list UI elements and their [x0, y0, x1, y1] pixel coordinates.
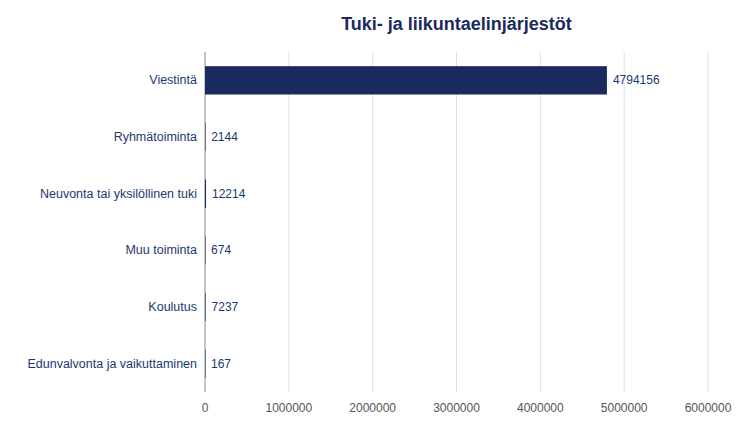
category-label: Muu toiminta — [125, 243, 197, 257]
grid — [205, 52, 708, 392]
x-tick-label: 2000000 — [349, 401, 396, 415]
data-label: 674 — [211, 243, 231, 257]
bars — [205, 66, 607, 378]
bar — [205, 66, 607, 94]
chart-container: 0 1000000 2000000 3000000 4000000 5000000 6000… — [0, 0, 750, 436]
x-tick-label: 5000000 — [601, 401, 648, 415]
grid-line — [624, 52, 625, 392]
x-axis: 0 1000000 2000000 3000000 4000000 5000000 6000… — [202, 401, 732, 415]
axis-line — [205, 52, 206, 392]
background — [0, 0, 750, 436]
grid-line — [708, 52, 709, 392]
chart: 0 1000000 2000000 3000000 4000000 5000000 6000… — [0, 0, 750, 436]
bar — [205, 123, 206, 151]
data-label: 167 — [211, 357, 231, 371]
grid-line — [456, 52, 457, 392]
grid-line — [372, 52, 373, 392]
x-tick-label: 1000000 — [265, 401, 312, 415]
data-label: 12214 — [212, 187, 246, 201]
data-label: 7237 — [212, 300, 239, 314]
x-tick-label: 0 — [202, 401, 209, 415]
title: Tuki- ja liikuntaelinjärjestöt — [341, 14, 572, 34]
grid-line — [205, 52, 206, 392]
category-label: Viestintä — [149, 73, 197, 87]
x-tick-label: 3000000 — [433, 401, 480, 415]
x-tick-label: 4000000 — [517, 401, 564, 415]
grid-line — [288, 52, 289, 392]
y-axis: Edunvalvonta ja vaikuttaminen Koulutus Muu… — [27, 73, 197, 370]
data-label: 4794156 — [613, 73, 660, 87]
category-label: Ryhmätoiminta — [114, 130, 197, 144]
data-labels: 167 7237 674 12214 2144 4794156 — [211, 73, 660, 370]
category-label: Edunvalvonta ja vaikuttaminen — [27, 357, 197, 371]
bar — [205, 180, 206, 208]
category-label: Neuvonta tai yksilöllinen tuki — [40, 187, 197, 201]
x-tick-label: 6000000 — [685, 401, 732, 415]
bar — [205, 236, 206, 264]
bar — [205, 293, 206, 321]
grid-line — [540, 52, 541, 392]
bar — [205, 350, 206, 378]
data-label: 2144 — [211, 130, 238, 144]
category-label: Koulutus — [148, 300, 197, 314]
